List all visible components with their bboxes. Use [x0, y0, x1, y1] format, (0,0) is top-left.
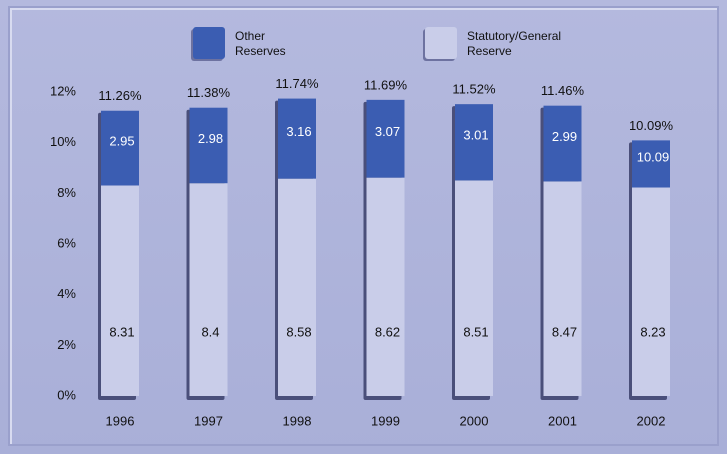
total-label: 11.38%	[187, 85, 231, 100]
data-label: 2.98	[198, 131, 223, 146]
data-label: 3.07	[375, 124, 400, 139]
total-label: 11.52%	[452, 82, 496, 97]
x-tick-label: 1996	[106, 413, 135, 428]
total-label: 11.26%	[98, 88, 142, 103]
bar-segment	[366, 177, 405, 396]
data-label: 10.09	[637, 149, 670, 164]
total-label: 11.46%	[541, 83, 585, 98]
chart-panel	[8, 6, 719, 446]
x-tick-label: 2001	[548, 413, 577, 428]
bar-segment	[101, 185, 139, 396]
y-tick-label: 2%	[57, 337, 76, 352]
data-label: 2.95	[109, 134, 134, 149]
bar-segment	[189, 183, 228, 396]
y-tick-label: 10%	[50, 134, 76, 149]
legend-label: Other Reserves	[235, 29, 286, 58]
total-label: 10.09%	[629, 118, 674, 133]
data-label: 8.62	[375, 324, 400, 339]
x-tick-label: 2000	[460, 413, 489, 428]
data-label: 8.51	[463, 324, 488, 339]
y-tick-label: 8%	[57, 185, 76, 200]
y-tick-label: 6%	[57, 235, 76, 250]
legend-swatch	[425, 27, 457, 59]
bar-segment	[632, 140, 670, 188]
data-label: 8.23	[640, 324, 665, 339]
bar-segment	[189, 107, 228, 184]
data-label: 8.4	[201, 324, 219, 339]
y-tick-label: 4%	[57, 286, 76, 301]
y-tick-label: 0%	[57, 387, 76, 402]
bar-segment	[543, 181, 582, 396]
total-label: 11.69%	[364, 77, 408, 92]
data-label: 3.01	[463, 128, 488, 143]
bar-segment	[632, 187, 670, 396]
x-tick-label: 1997	[194, 413, 223, 428]
bar-segment	[278, 178, 316, 396]
legend-swatch	[193, 27, 225, 59]
bar-segment	[543, 105, 582, 182]
data-label: 8.47	[552, 324, 577, 339]
x-tick-label: 1999	[371, 413, 400, 428]
data-label: 2.99	[552, 129, 577, 144]
x-tick-label: 2002	[637, 413, 666, 428]
bar-segment	[366, 99, 405, 178]
bar-segment	[455, 104, 493, 181]
data-label: 3.16	[286, 124, 311, 139]
bar-segment	[455, 180, 493, 396]
data-label: 8.31	[109, 324, 134, 339]
bar-segment	[101, 110, 139, 186]
legend-item: Statutory/General Reserve	[425, 27, 582, 59]
legend-label: Statutory/General Reserve	[467, 29, 562, 58]
y-tick-label: 12%	[50, 83, 76, 98]
total-label: 11.74%	[275, 76, 319, 91]
legend-item: Other Reserves	[193, 27, 305, 59]
data-label: 8.58	[286, 324, 311, 339]
x-tick-label: 1998	[283, 413, 312, 428]
bar-segment	[278, 98, 316, 179]
